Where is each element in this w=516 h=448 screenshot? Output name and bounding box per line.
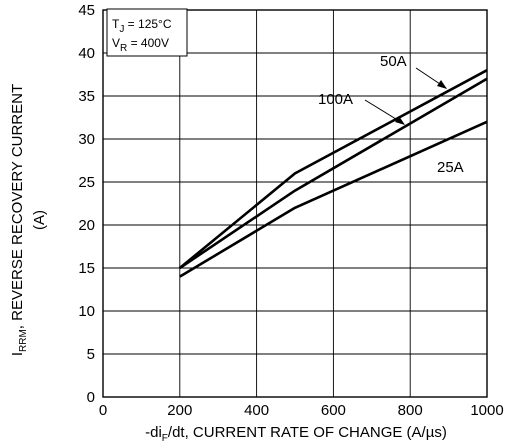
x-tick-labels: 0 200 400 600 800 1000: [99, 402, 504, 419]
y-tick-label: 35: [78, 88, 95, 105]
x-tick-label: 1000: [470, 402, 503, 419]
grid: [103, 10, 487, 397]
series-labels: 50A 100A 25A: [318, 53, 464, 176]
arrow-100a: [395, 116, 405, 125]
annotation-box: [106, 8, 188, 57]
series-line-100a: [179, 77, 488, 270]
x-axis-title: -diF/dt, CURRENT RATE OF CHANGE (A/µs): [145, 424, 447, 444]
x-tick-label: 0: [99, 402, 107, 419]
vr-condition: VR = 400V: [112, 36, 169, 54]
y-tick-label: 10: [78, 303, 95, 320]
series-line-50a: [178, 69, 488, 270]
y-axis-title-line1: IRRM, REVERSE RECOVERY CURRENT: [9, 84, 29, 356]
y-tick-label: 45: [78, 2, 95, 19]
y-tick-label: 15: [78, 260, 95, 277]
y-tick-label: 5: [87, 346, 95, 363]
x-tick-label: 400: [244, 402, 269, 419]
x-tick-label: 800: [398, 402, 423, 419]
y-tick-label: 20: [78, 217, 95, 234]
series-label-100a: 100A: [318, 91, 353, 108]
plot-frame: [102, 9, 488, 398]
series-label-50a: 50A: [380, 53, 407, 70]
condition-annotation: TJ = 125°C VR = 400V: [106, 8, 188, 57]
y-axis-title: IRRM, REVERSE RECOVERY CURRENT (A): [9, 84, 48, 356]
tj-condition: TJ = 125°C: [112, 17, 172, 35]
x-tick-label: 600: [321, 402, 346, 419]
series-label-25a: 25A: [437, 159, 464, 176]
y-tick-label: 30: [78, 131, 95, 148]
series-lines: [178, 69, 488, 278]
y-tick-label: 40: [78, 45, 95, 62]
y-tick-labels: 0 5 10 15 20 25 30 35 40 45: [78, 2, 95, 406]
arrow-50a: [437, 80, 447, 89]
x-tick-label: 200: [167, 402, 192, 419]
y-axis-title-line2: (A): [31, 210, 48, 230]
y-tick-label: 0: [87, 389, 95, 406]
series-line-25a: [179, 120, 488, 278]
y-tick-label: 25: [78, 174, 95, 191]
